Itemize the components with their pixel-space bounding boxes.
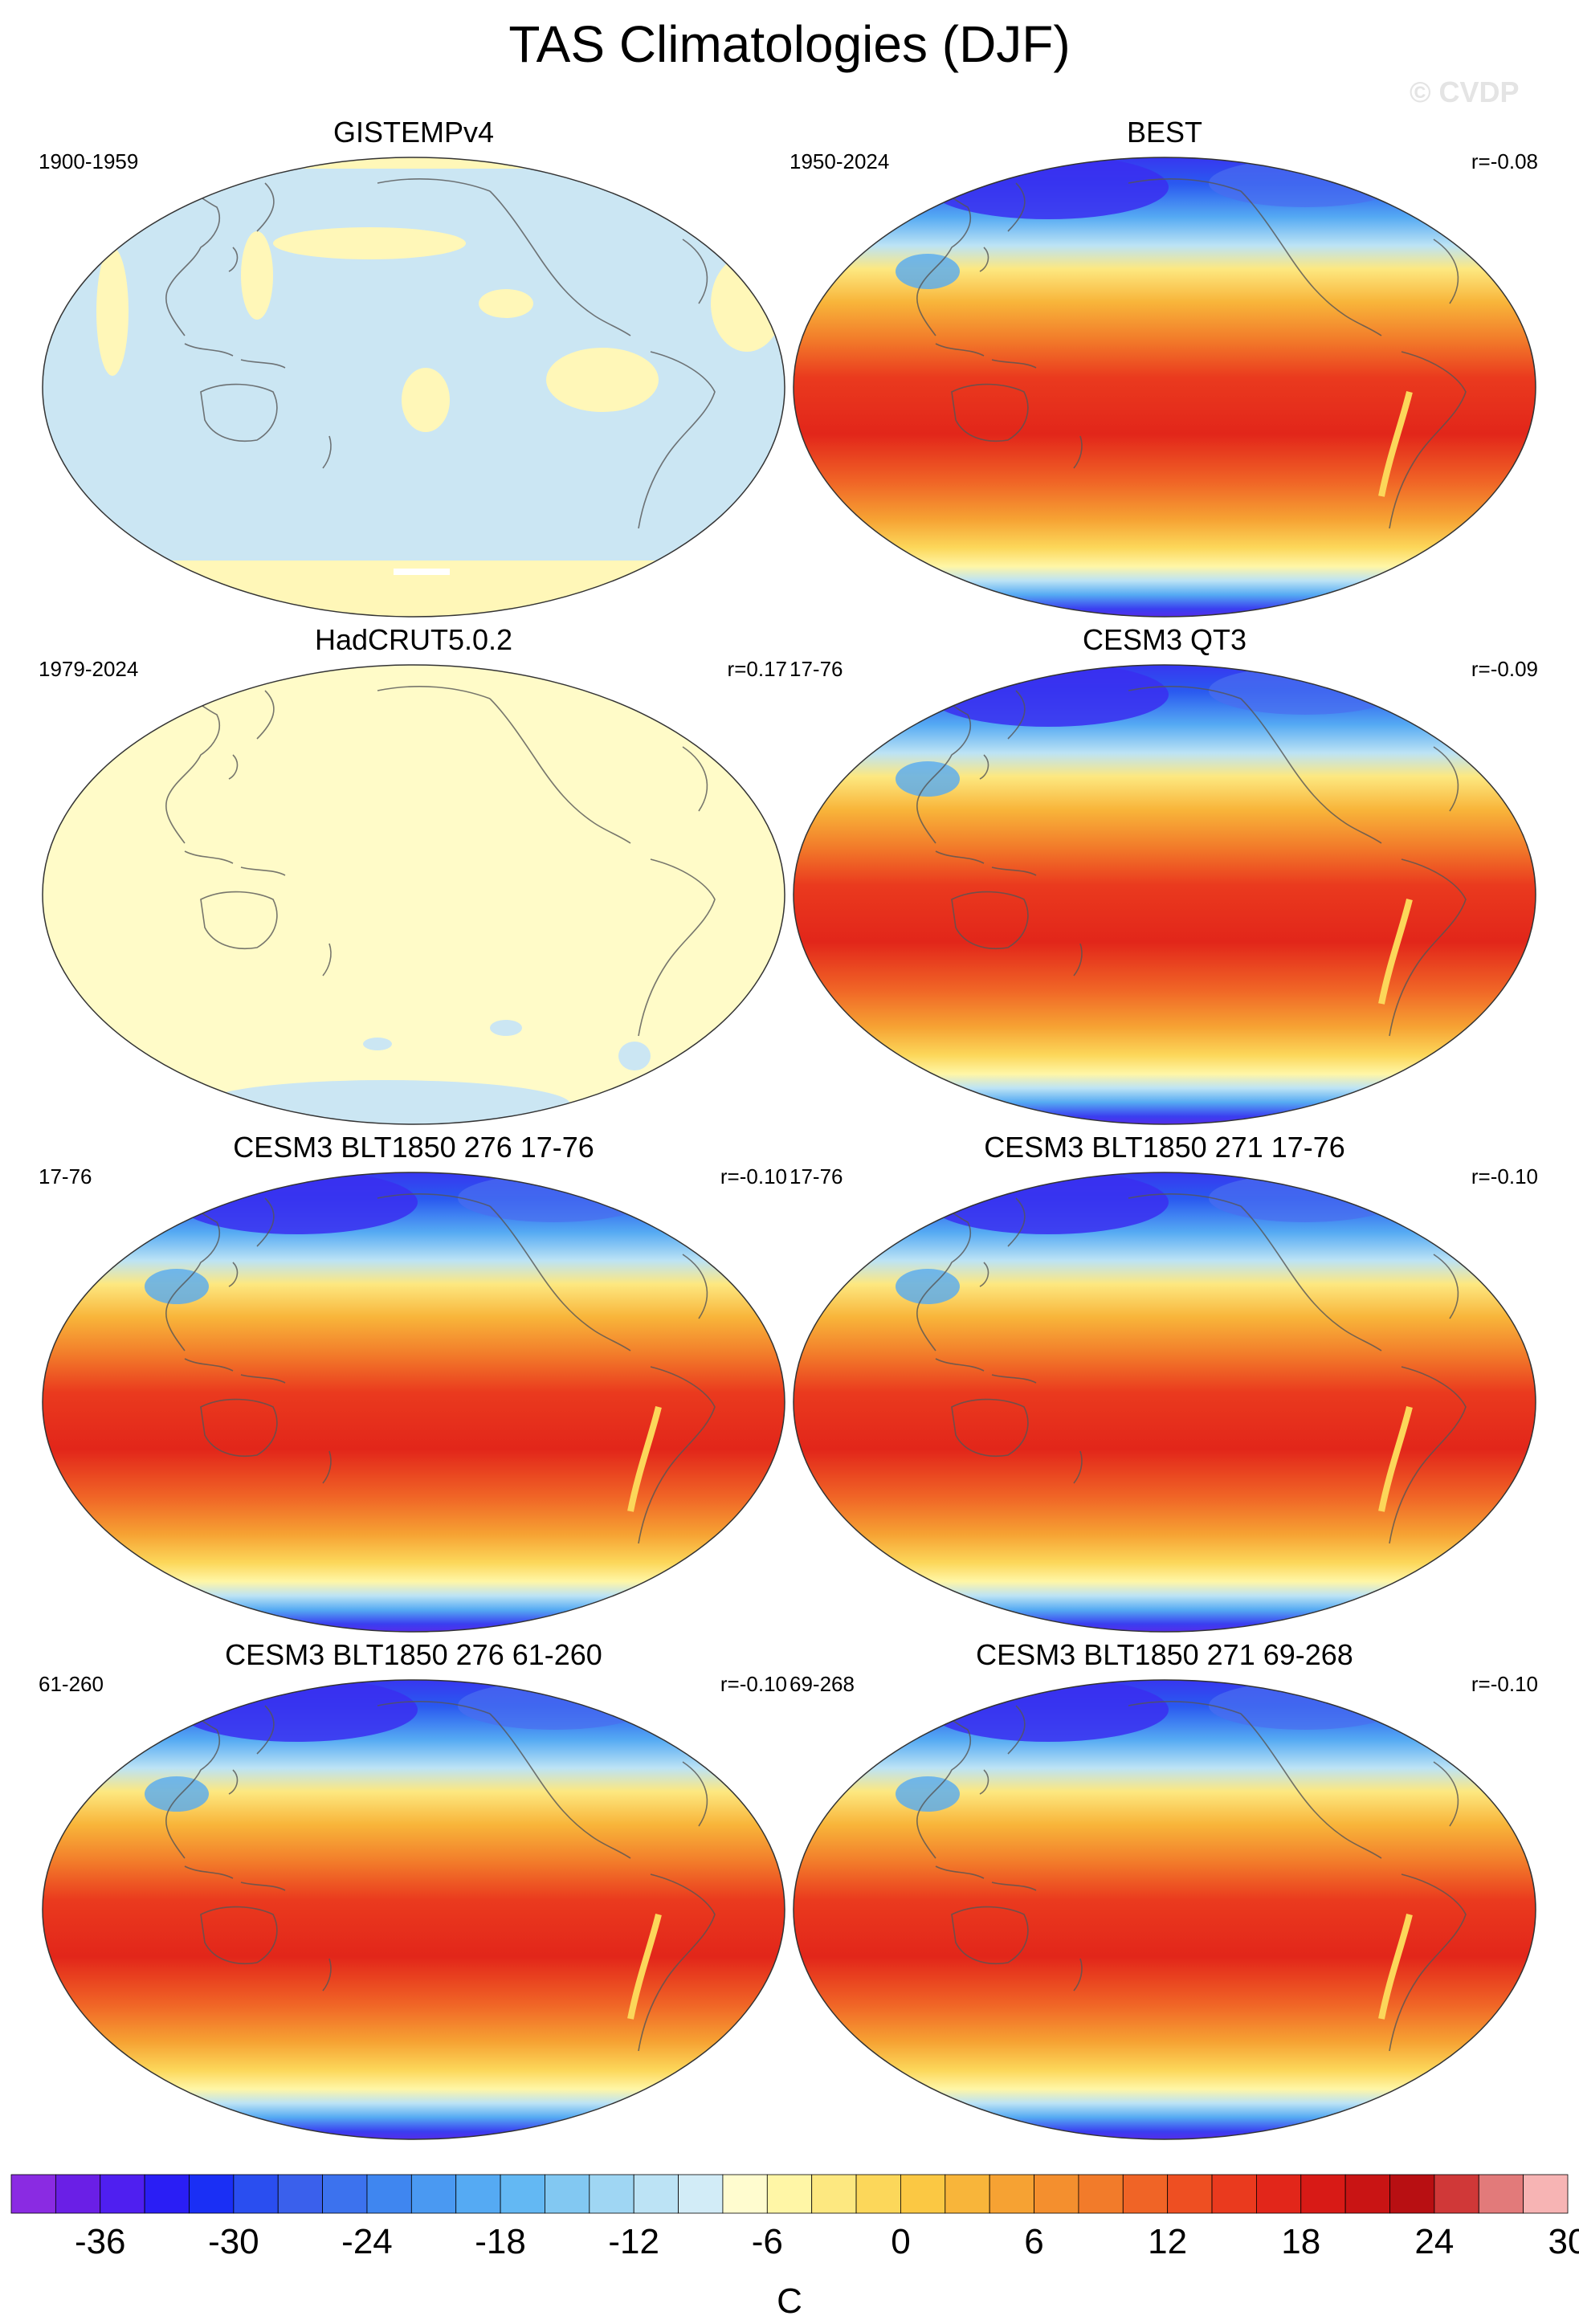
colorbar-swatch: [855, 2174, 901, 2214]
map-panel-blt1850-271-b: CESM3 BLT1850 271 69-268 69-268 r=-0.10: [790, 1638, 1538, 2146]
panel-correlation: r=-0.10: [1471, 1672, 1538, 1696]
map-panel-blt1850-271-a: CESM3 BLT1850 271 17-76 17-76 r=-0.10: [790, 1131, 1538, 1638]
colorbar-swatch: [1300, 2174, 1346, 2214]
colorbar-swatch: [410, 2174, 457, 2214]
colorbar: -36-30-24-18-12-6061218243036 C: [10, 2174, 1579, 2321]
colorbar-tick-labels: -36-30-24-18-12-6061218243036: [75, 2222, 1579, 2261]
panel-correlation: r=-0.10: [720, 1672, 787, 1696]
colorbar-swatch: [945, 2174, 990, 2214]
colorbar-swatch: [1523, 2174, 1569, 2214]
world-map: [793, 664, 1536, 1125]
colorbar-swatches: [10, 2174, 1569, 2214]
panel-correlation: r=-0.10: [720, 1164, 787, 1189]
colorbar-tick-label: -24: [341, 2222, 393, 2261]
panel-period: 17-76: [39, 1164, 92, 1189]
colorbar-unit-label: C: [777, 2281, 802, 2321]
colorbar-tick-label: 30: [1548, 2222, 1579, 2261]
colorbar-swatch: [1167, 2174, 1213, 2214]
colorbar-swatch: [811, 2174, 857, 2214]
panel-title: CESM3 QT3: [1082, 623, 1247, 656]
world-map: [42, 1172, 785, 1633]
colorbar-swatch: [989, 2174, 1034, 2214]
map-panel-gistemp: GISTEMPv4 1900-1959: [39, 116, 787, 623]
panel-period: 69-268: [790, 1672, 855, 1696]
map-panel-cesm3-qt3: CESM3 QT3 17-76 r=-0.09: [790, 623, 1538, 1131]
colorbar-tick-label: 6: [1024, 2222, 1043, 2261]
figure-title: TAS Climatologies (DJF): [508, 15, 1071, 73]
colorbar-swatch: [500, 2174, 545, 2214]
panel-title: GISTEMPv4: [333, 116, 495, 149]
panel-title: CESM3 BLT1850 276 17-76: [233, 1131, 594, 1164]
cvdp-watermark: © CVDP: [1410, 75, 1520, 108]
world-map: [42, 157, 785, 618]
panel-title: CESM3 BLT1850 271 17-76: [984, 1131, 1345, 1164]
colorbar-swatch: [322, 2174, 368, 2214]
panel-title: HadCRUT5.0.2: [314, 623, 513, 656]
colorbar-tick-label: 24: [1414, 2222, 1454, 2261]
colorbar-tick-label: -30: [208, 2222, 259, 2261]
world-map: [793, 157, 1536, 618]
colorbar-tick-label: -18: [475, 2222, 526, 2261]
map-panel-hadcrut: HadCRUT5.0.2 1979-2024 r=0.17: [39, 623, 787, 1131]
colorbar-swatch: [900, 2174, 946, 2214]
colorbar-swatch: [144, 2174, 190, 2214]
colorbar-swatch: [55, 2174, 101, 2214]
panel-correlation: r=-0.10: [1471, 1164, 1538, 1189]
colorbar-swatch: [1389, 2174, 1435, 2214]
colorbar-swatch: [1211, 2174, 1257, 2214]
panel-period: 1979-2024: [39, 657, 139, 681]
colorbar-tick-label: -6: [752, 2222, 783, 2261]
panel-period: 1950-2024: [790, 149, 890, 173]
panel-correlation: r=-0.09: [1471, 657, 1538, 681]
colorbar-swatch: [1256, 2174, 1302, 2214]
panel-period: 17-76: [790, 1164, 843, 1189]
colorbar-swatch: [10, 2174, 56, 2214]
colorbar-swatch: [277, 2174, 324, 2214]
world-map: [793, 1679, 1536, 2140]
colorbar-swatch: [1078, 2174, 1124, 2214]
panel-title: CESM3 BLT1850 276 61-260: [225, 1638, 602, 1671]
colorbar-tick-label: -12: [608, 2222, 659, 2261]
map-panel-best: BEST 1950-2024 r=-0.08: [790, 116, 1538, 623]
panel-title: CESM3 BLT1850 271 69-268: [976, 1638, 1353, 1671]
colorbar-swatch: [589, 2174, 634, 2214]
colorbar-swatch: [722, 2174, 768, 2214]
panel-period: 1900-1959: [39, 149, 139, 173]
colorbar-tick-label: -36: [75, 2222, 126, 2261]
panel-period: 17-76: [790, 657, 843, 681]
world-map: [793, 1172, 1536, 1633]
colorbar-tick-label: 0: [891, 2222, 910, 2261]
colorbar-swatch: [455, 2174, 501, 2214]
world-map: [42, 1679, 785, 2140]
colorbar-tick-label: 12: [1148, 2222, 1187, 2261]
colorbar-swatch: [189, 2174, 235, 2214]
colorbar-swatch: [766, 2174, 813, 2214]
colorbar-tick-label: 18: [1281, 2222, 1320, 2261]
colorbar-swatch: [1344, 2174, 1390, 2214]
colorbar-swatch: [633, 2174, 679, 2214]
colorbar-swatch: [1122, 2174, 1169, 2214]
colorbar-swatch: [1034, 2174, 1079, 2214]
colorbar-swatch: [100, 2174, 145, 2214]
map-panel-blt1850-276-a: CESM3 BLT1850 276 17-76 17-76 r=-0.10: [39, 1131, 787, 1638]
colorbar-swatch: [233, 2174, 279, 2214]
panel-correlation: r=0.17: [727, 657, 787, 681]
map-panel-blt1850-276-b: CESM3 BLT1850 276 61-260 61-260 r=-0.10: [39, 1638, 787, 2146]
colorbar-swatch: [366, 2174, 412, 2214]
colorbar-swatch: [678, 2174, 724, 2214]
world-map: [42, 664, 785, 1125]
panel-title: BEST: [1126, 116, 1203, 149]
panel-correlation: r=-0.08: [1471, 149, 1538, 173]
colorbar-swatch: [1478, 2174, 1524, 2214]
panel-period: 61-260: [39, 1672, 104, 1696]
colorbar-swatch: [545, 2174, 590, 2214]
colorbar-swatch: [1434, 2174, 1479, 2214]
